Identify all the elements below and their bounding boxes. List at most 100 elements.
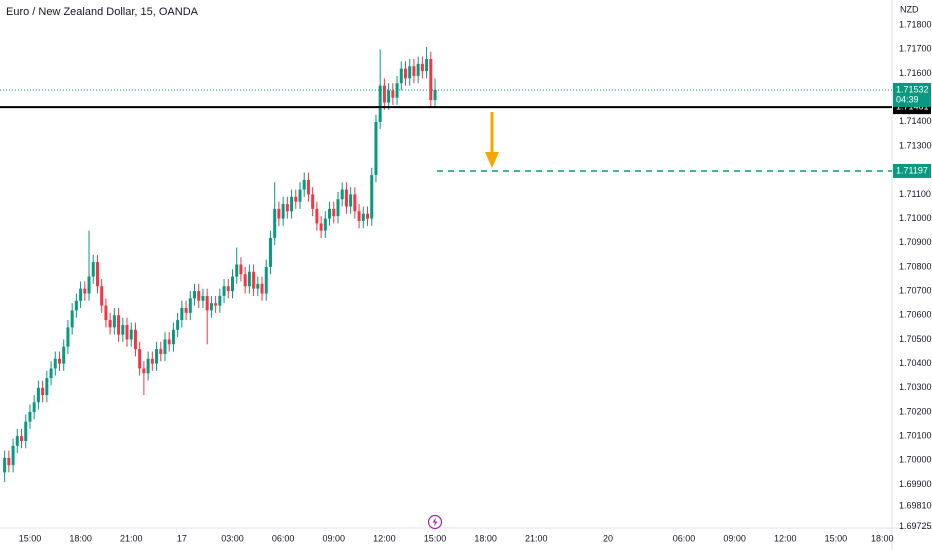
candle-body bbox=[45, 378, 49, 396]
candle-body bbox=[146, 358, 150, 374]
candle-body bbox=[374, 121, 378, 176]
x-tick-label: 09:00 bbox=[322, 533, 345, 543]
candle-body bbox=[159, 349, 163, 354]
candle-body bbox=[412, 66, 416, 76]
candle-body bbox=[112, 315, 116, 328]
x-tick-label: 18:00 bbox=[474, 533, 497, 543]
candle-body bbox=[340, 189, 344, 200]
candle-body bbox=[336, 199, 340, 217]
candle-body bbox=[395, 83, 399, 98]
y-tick-label: 1.70400 bbox=[899, 358, 932, 368]
x-tick-label: 20 bbox=[603, 533, 613, 543]
candle-body bbox=[285, 204, 289, 212]
candle-body bbox=[125, 324, 129, 340]
candle-body bbox=[239, 264, 243, 275]
candle-body bbox=[328, 208, 332, 219]
candle-body bbox=[281, 204, 285, 219]
candle-body bbox=[319, 223, 323, 231]
candle-body bbox=[121, 324, 125, 335]
candle-body bbox=[129, 329, 133, 340]
candle-body bbox=[256, 283, 260, 289]
arrow bbox=[485, 112, 499, 168]
candle-body bbox=[108, 320, 112, 328]
x-tick-label: 06:00 bbox=[673, 533, 696, 543]
y-tick-label: 1.71100 bbox=[899, 189, 931, 199]
candle-body bbox=[416, 63, 420, 76]
candle-body bbox=[205, 295, 209, 311]
y-tick-label: 1.69810 bbox=[899, 501, 932, 511]
candle-body bbox=[87, 276, 91, 294]
current-price-label: 1.71532 bbox=[896, 84, 929, 94]
candle-body bbox=[28, 411, 32, 422]
candle-body bbox=[20, 436, 24, 441]
y-tick-label: 1.71600 bbox=[899, 68, 932, 78]
candle-body bbox=[298, 189, 302, 202]
candle-body bbox=[209, 303, 213, 311]
candle-body bbox=[83, 288, 87, 294]
candle-body bbox=[176, 320, 180, 330]
candle-body bbox=[201, 295, 205, 301]
y-tick-label: 1.71400 bbox=[899, 116, 932, 126]
x-tick-label: 21:00 bbox=[120, 533, 143, 543]
candle-body bbox=[357, 211, 361, 221]
candle-body bbox=[197, 291, 201, 301]
candle-body bbox=[260, 283, 264, 294]
y-tick-label: 1.70700 bbox=[899, 285, 932, 295]
candle-body bbox=[36, 387, 40, 403]
candle-body bbox=[74, 300, 78, 311]
candle-body bbox=[429, 59, 433, 101]
candle-body bbox=[167, 339, 171, 345]
x-tick-label: 15:00 bbox=[825, 533, 848, 543]
candle-body bbox=[138, 349, 142, 369]
candle-body bbox=[361, 213, 365, 221]
x-tick-label: 12:00 bbox=[373, 533, 396, 543]
chart-title: Euro / New Zealand Dollar, 15, OANDA bbox=[6, 6, 199, 18]
candle-body bbox=[91, 262, 95, 277]
candle-body bbox=[117, 315, 121, 335]
candle-body bbox=[382, 85, 386, 103]
candle-body bbox=[277, 208, 281, 219]
candle-body bbox=[311, 194, 315, 209]
candle-body bbox=[349, 194, 353, 207]
candle-body bbox=[391, 90, 395, 98]
candle-body bbox=[214, 303, 218, 306]
y-tick-label: 1.70000 bbox=[899, 455, 932, 465]
candle-body bbox=[230, 276, 234, 292]
currency: NZD bbox=[900, 4, 919, 14]
y-tick-label: 1.71800 bbox=[899, 20, 932, 30]
candle-body bbox=[70, 310, 74, 328]
candle-body bbox=[49, 368, 53, 379]
candle-body bbox=[425, 59, 429, 72]
candle-body bbox=[273, 208, 277, 238]
candle-body bbox=[171, 329, 175, 345]
y-tick-label: 1.70900 bbox=[899, 237, 932, 247]
y-tick-label: 1.70600 bbox=[899, 310, 932, 320]
candle-body bbox=[53, 358, 57, 369]
candle-body bbox=[62, 346, 66, 364]
y-tick-label: 1.70300 bbox=[899, 382, 932, 392]
candle-body bbox=[150, 358, 154, 364]
candle-body bbox=[353, 194, 357, 212]
candle-body bbox=[268, 237, 272, 267]
candle-body bbox=[344, 189, 348, 207]
candle-body bbox=[57, 358, 61, 364]
x-tick-label: 06:00 bbox=[272, 533, 295, 543]
y-tick-label: 1.71700 bbox=[899, 44, 932, 54]
candle-body bbox=[420, 63, 424, 72]
candle-body bbox=[306, 179, 310, 195]
alert-icon bbox=[427, 514, 443, 530]
candle-body bbox=[243, 274, 247, 287]
candle-body bbox=[155, 349, 159, 364]
x-tick-label: 18:00 bbox=[69, 533, 92, 543]
candle-body bbox=[133, 329, 137, 350]
candle-body bbox=[332, 208, 336, 217]
x-tick-label: 09:00 bbox=[723, 533, 746, 543]
y-tick-label: 1.69725 bbox=[899, 521, 932, 531]
candle-body bbox=[163, 339, 167, 354]
y-tick-label: 1.71000 bbox=[899, 213, 932, 223]
x-tick-label: 18:00 bbox=[871, 533, 894, 543]
candle-body bbox=[66, 327, 70, 347]
candle-body bbox=[100, 286, 104, 306]
candle-body bbox=[235, 264, 239, 277]
